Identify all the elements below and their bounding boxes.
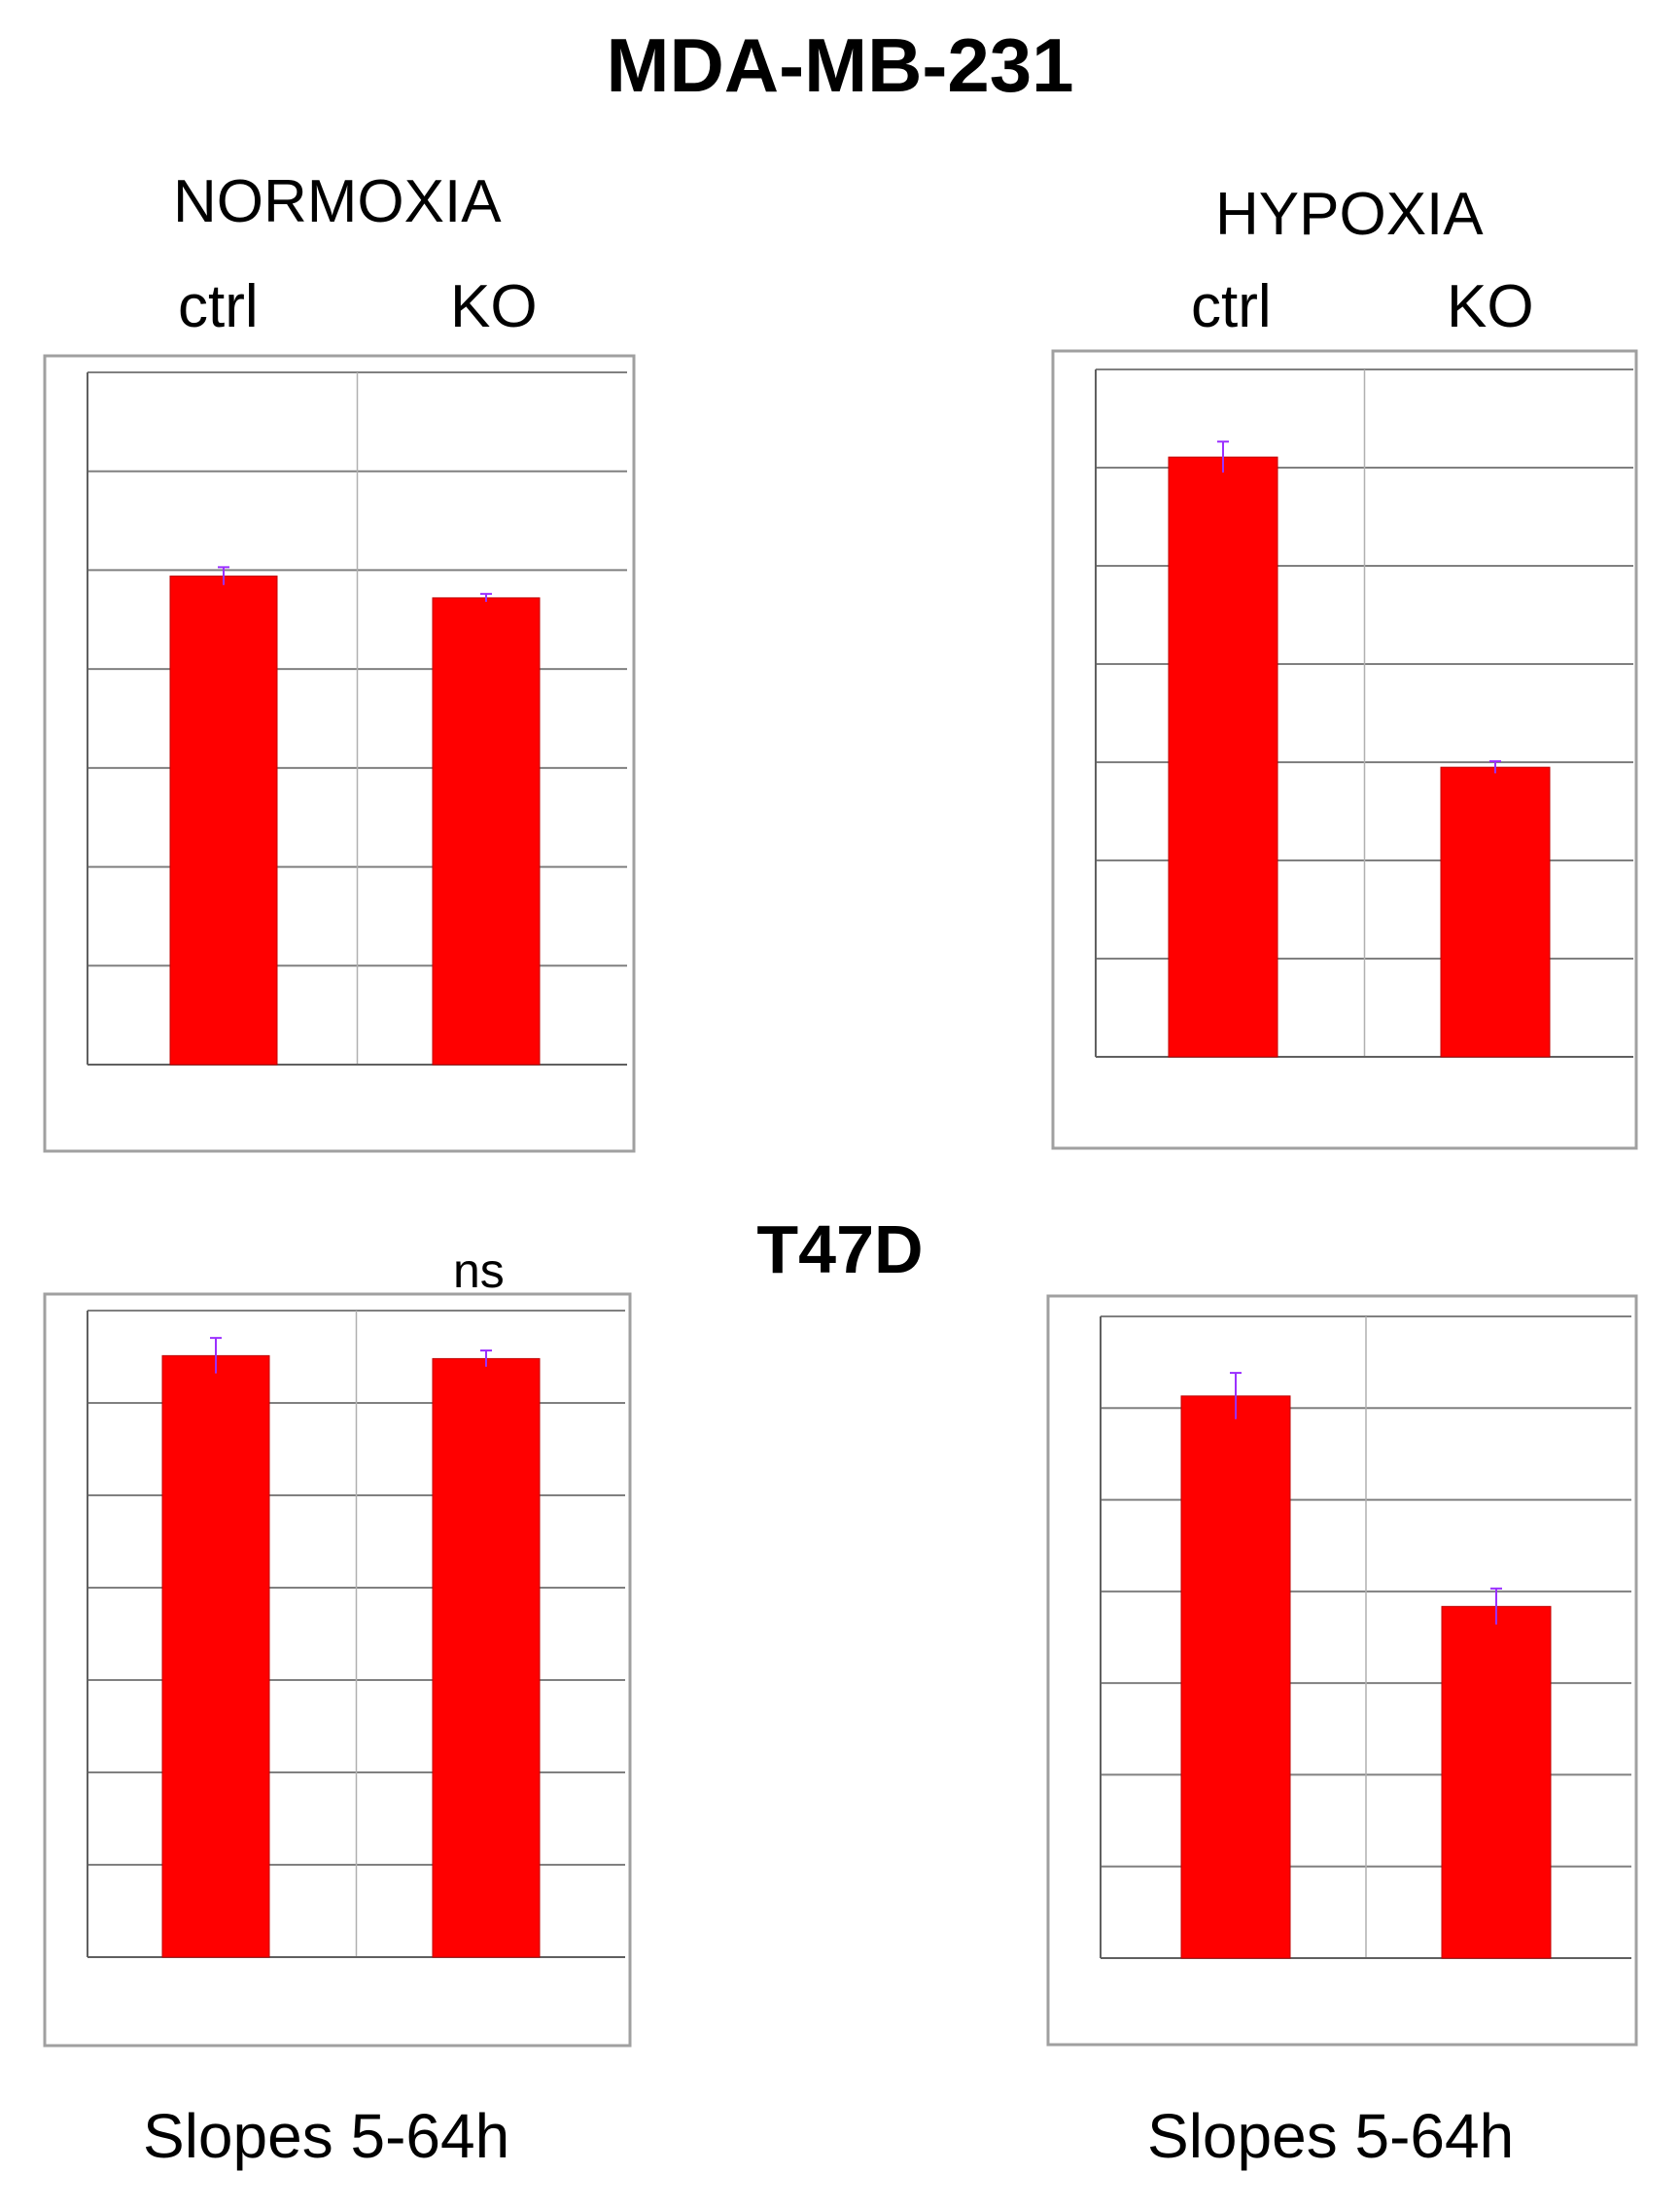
chart-mda-hypoxia	[1051, 349, 1638, 1150]
condition-normoxia: NORMOXIA	[173, 168, 502, 235]
group-label-ko-hypoxia: KO	[1447, 273, 1534, 340]
bar-ko	[432, 1357, 541, 1958]
chart-t47d-normoxia	[43, 1292, 632, 2048]
bar-ctrl	[1168, 456, 1278, 1058]
bar-ko	[432, 597, 541, 1066]
section-title-t47d: T47D	[756, 1211, 924, 1287]
figure-title: MDA-MB-231	[606, 22, 1074, 108]
group-label-ctrl-normoxia: ctrl	[178, 273, 259, 340]
bar-ctrl	[169, 576, 278, 1066]
chart-mda-normoxia	[43, 354, 636, 1153]
bar-ctrl	[1180, 1395, 1291, 1959]
bar-ctrl	[161, 1354, 270, 1958]
group-label-ctrl-hypoxia: ctrl	[1191, 273, 1272, 340]
panel-frame	[43, 354, 636, 1153]
bar-ko	[1440, 766, 1551, 1058]
footer-slopes-right: Slopes 5-64h	[1147, 2101, 1515, 2171]
footer-slopes-left: Slopes 5-64h	[143, 2101, 510, 2171]
panel-frame	[43, 1292, 632, 2048]
significance-ns-t47d: ns	[453, 1244, 505, 1298]
group-label-ko-normoxia: KO	[450, 273, 538, 340]
chart-t47d-hypoxia	[1046, 1294, 1638, 2047]
condition-hypoxia: HYPOXIA	[1215, 181, 1484, 248]
bar-ko	[1441, 1605, 1552, 1959]
